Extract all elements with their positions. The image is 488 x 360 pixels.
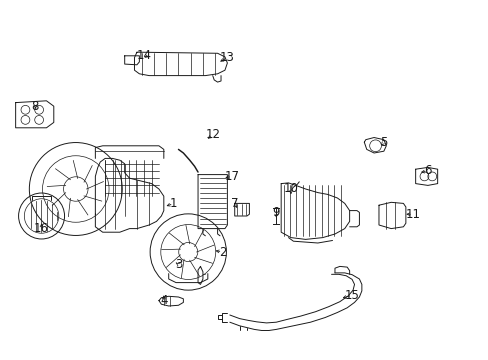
Text: 3: 3 — [174, 258, 182, 271]
Text: 5: 5 — [379, 136, 387, 149]
Text: 2: 2 — [218, 246, 226, 258]
Text: 14: 14 — [137, 49, 151, 62]
Text: 12: 12 — [205, 129, 220, 141]
Text: 7: 7 — [230, 197, 238, 210]
Text: 11: 11 — [405, 208, 420, 221]
Text: 16: 16 — [34, 222, 49, 235]
Text: 13: 13 — [220, 51, 234, 64]
Text: 6: 6 — [423, 165, 431, 177]
Text: 4: 4 — [160, 294, 167, 307]
Text: 17: 17 — [224, 170, 239, 183]
Text: 15: 15 — [344, 289, 359, 302]
Text: 9: 9 — [272, 206, 280, 219]
Text: 10: 10 — [283, 183, 298, 195]
Text: 1: 1 — [169, 197, 177, 210]
Text: 8: 8 — [31, 100, 39, 113]
